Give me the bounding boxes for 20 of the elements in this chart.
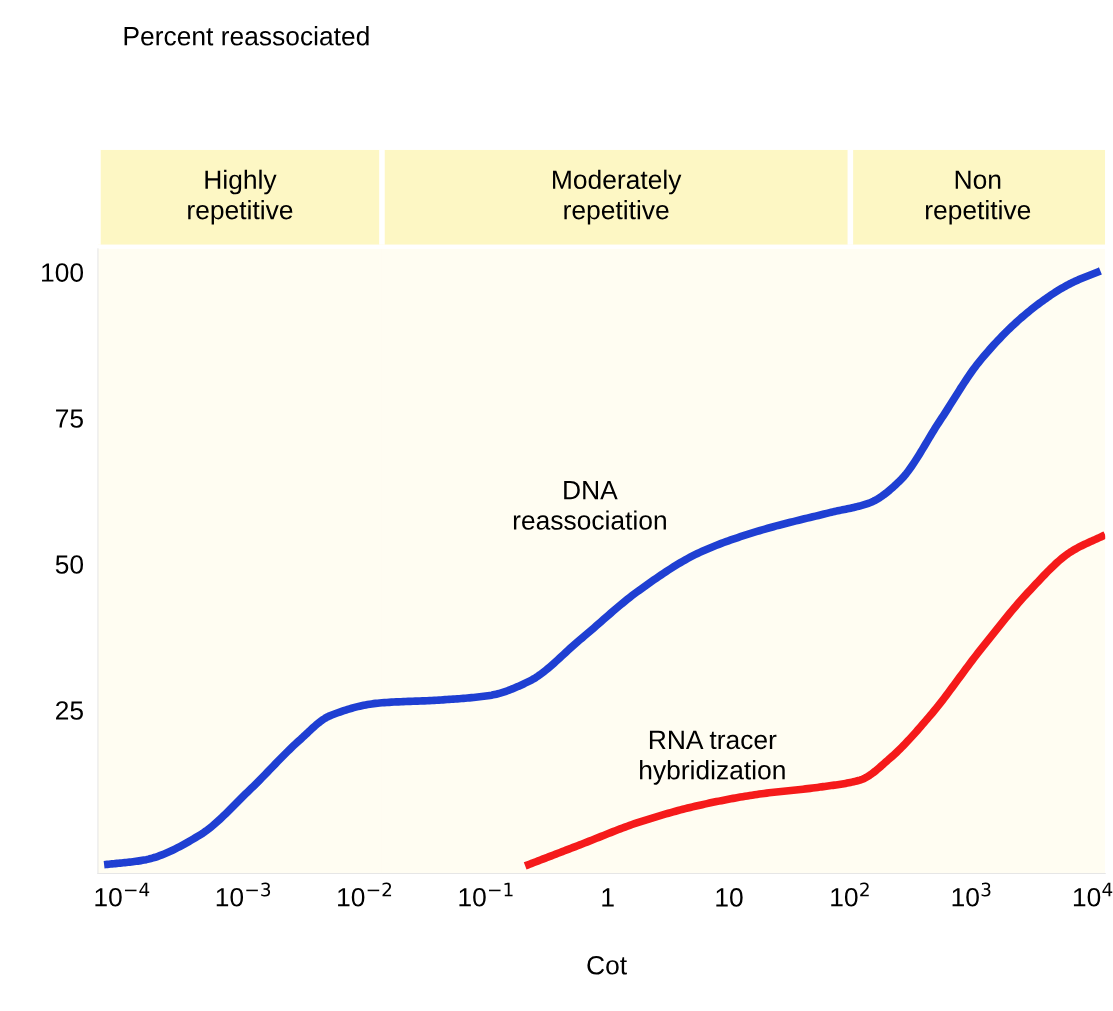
band-label: Highly repetitive — [188, 169, 293, 225]
x-tick-label: 10 — [716, 888, 743, 907]
y-tick-label: 75 — [56, 409, 83, 428]
y-tick-label: 100 — [42, 263, 84, 282]
x-tick-label: 10$^{4}$ — [1073, 882, 1113, 907]
x-tick-label: 1 — [602, 888, 614, 907]
band-label: Non repetitive — [926, 170, 1031, 225]
y-tick-label: 25 — [56, 701, 83, 720]
x-tick-label: 10$^{2}$ — [831, 882, 869, 907]
text: Percent reassociated — [124, 26, 369, 46]
band-label: Moderately repetitive — [553, 169, 682, 225]
annotation: RNA tracer hybridization — [640, 730, 785, 785]
x-tick-label: 10$^{−4}$ — [95, 882, 150, 907]
y-tick-label: 50 — [55, 555, 84, 574]
x-tick-label: 10$^{−1}$ — [459, 882, 513, 907]
x-axis-title: Cot — [587, 955, 627, 975]
x-tick-label: 10$^{3}$ — [952, 882, 991, 907]
annotation: DNA reassociation — [513, 481, 666, 530]
x-tick-label: 10$^{−2}$ — [338, 882, 392, 907]
x-tick-label: 10$^{−3}$ — [216, 882, 271, 907]
